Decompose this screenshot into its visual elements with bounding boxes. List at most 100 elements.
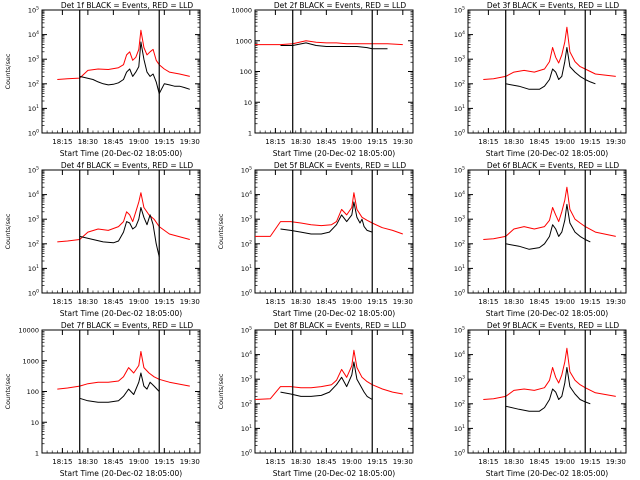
chart-5-ytick-label-5: 105 (241, 166, 252, 175)
chart-3-ytick-label-2: 102 (454, 79, 465, 88)
chart-1-xtick-label-0: 18:15 (52, 138, 72, 146)
chart-1-ytick-label-3: 103 (28, 55, 39, 64)
chart-5-ytick-label-1: 101 (241, 264, 252, 273)
chart-1-ytick-label-0: 100 (28, 129, 39, 138)
chart-3-xtick-label-4: 19:15 (580, 138, 600, 146)
chart-panel-3: Det 3f BLACK = Events, RED = LLD Start Ti… (426, 0, 639, 160)
chart-9-xtick-label-0: 18:15 (478, 458, 498, 466)
chart-2-ytick-label-4: 10000 (231, 7, 252, 15)
chart-4-xtick-label-4: 19:15 (154, 298, 174, 306)
chart-5-ytick-label-4: 104 (241, 190, 252, 199)
chart-8-ytick-label-2: 102 (241, 399, 252, 408)
chart-4-xtick-label-1: 18:30 (78, 298, 98, 306)
chart-2-plot-frame (254, 9, 414, 134)
chart-2-xtick-label-3: 19:00 (342, 138, 362, 146)
chart-svg-7: Det 7f BLACK = Events, RED = LLD Counts/s… (4, 321, 201, 478)
chart-svg-2: Det 2f BLACK = Events, RED = LLD Start Ti… (231, 1, 414, 158)
chart-7-xtick-label-2: 18:45 (103, 458, 123, 466)
chart-2-xlabel: Start Time (20-Dec-02 18:05:00) (273, 149, 395, 158)
chart-7-xlabel: Start Time (20-Dec-02 18:05:00) (60, 469, 182, 478)
chart-8-ytick-label-0: 100 (241, 449, 252, 458)
chart-5-xtick-label-3: 19:00 (342, 298, 362, 306)
chart-8-xtick-label-1: 18:30 (291, 458, 311, 466)
chart-4-xtick-label-3: 19:00 (129, 298, 149, 306)
chart-3-title: Det 3f BLACK = Events, RED = LLD (487, 1, 620, 10)
chart-panel-6: Det 6f BLACK = Events, RED = LLD Start Ti… (426, 160, 639, 320)
chart-5-plot-frame (254, 169, 414, 294)
chart-4-ytick-label-3: 103 (28, 215, 39, 224)
chart-2-xtick-label-1: 18:30 (291, 138, 311, 146)
chart-8-xtick-label-0: 18:15 (265, 458, 285, 466)
chart-svg-3: Det 3f BLACK = Events, RED = LLD Start Ti… (454, 1, 627, 158)
chart-4-ylabel: Counts/sec (4, 213, 12, 249)
chart-5-xlabel: Start Time (20-Dec-02 18:05:00) (273, 309, 395, 318)
chart-5-xtick-label-4: 19:15 (367, 298, 387, 306)
chart-3-ytick-label-4: 104 (454, 30, 465, 39)
chart-8-series-events (280, 361, 373, 400)
chart-9-ytick-label-3: 103 (454, 375, 465, 384)
chart-3-xtick-label-5: 19:30 (606, 138, 626, 146)
chart-5-xtick-label-0: 18:15 (265, 298, 285, 306)
chart-6-plot-frame (467, 169, 627, 294)
chart-4-ytick-label-2: 102 (28, 239, 39, 248)
chart-6-xtick-label-3: 19:00 (555, 298, 575, 306)
chart-9-ytick-label-5: 105 (454, 326, 465, 335)
chart-5-series-events (280, 201, 373, 235)
chart-9-ytick-label-0: 100 (454, 449, 465, 458)
chart-6-ytick-label-1: 101 (454, 264, 465, 273)
chart-7-title: Det 7f BLACK = Events, RED = LLD (61, 321, 194, 330)
chart-7-ytick-label-1: 10 (31, 419, 39, 427)
chart-1-ytick-label-4: 104 (28, 30, 39, 39)
chart-svg-4: Det 4f BLACK = Events, RED = LLD Counts/s… (4, 161, 201, 318)
chart-3-xtick-label-2: 18:45 (529, 138, 549, 146)
chart-5-ytick-label-3: 103 (241, 215, 252, 224)
chart-2-series-events (280, 42, 388, 50)
chart-7-plot-frame (41, 329, 201, 454)
chart-9-xtick-label-2: 18:45 (529, 458, 549, 466)
chart-6-series-lld (483, 186, 616, 240)
chart-7-xtick-label-4: 19:15 (154, 458, 174, 466)
chart-4-ytick-label-1: 101 (28, 264, 39, 273)
chart-4-title: Det 4f BLACK = Events, RED = LLD (61, 161, 194, 170)
chart-panel-5: Det 5f BLACK = Events, RED = LLD Counts/s… (213, 160, 426, 320)
chart-1-ylabel: Counts/sec (4, 53, 12, 89)
chart-4-ytick-label-0: 100 (28, 289, 39, 298)
chart-8-plot-frame (254, 329, 414, 454)
chart-9-series-events (505, 367, 591, 412)
chart-2-xtick-label-4: 19:15 (367, 138, 387, 146)
chart-5-title: Det 5f BLACK = Events, RED = LLD (274, 161, 407, 170)
chart-1-xtick-label-3: 19:00 (129, 138, 149, 146)
chart-6-ytick-label-5: 105 (454, 166, 465, 175)
chart-1-ytick-label-2: 102 (28, 79, 39, 88)
chart-panel-9: Det 9f BLACK = Events, RED = LLD Start Ti… (426, 320, 639, 480)
chart-6-xtick-label-4: 19:15 (580, 298, 600, 306)
chart-6-xtick-label-1: 18:30 (504, 298, 524, 306)
chart-1-xtick-label-2: 18:45 (103, 138, 123, 146)
chart-6-xtick-label-2: 18:45 (529, 298, 549, 306)
chart-2-ytick-label-0: 1 (248, 130, 252, 138)
chart-6-xtick-label-0: 18:15 (478, 298, 498, 306)
chart-2-ytick-label-2: 100 (240, 68, 252, 76)
chart-9-title: Det 9f BLACK = Events, RED = LLD (487, 321, 620, 330)
chart-5-ytick-label-2: 102 (241, 239, 252, 248)
chart-1-series-events (79, 41, 190, 95)
chart-2-ytick-label-1: 10 (244, 99, 252, 107)
chart-3-xtick-label-1: 18:30 (504, 138, 524, 146)
chart-3-plot-frame (467, 9, 627, 134)
chart-7-xtick-label-0: 18:15 (52, 458, 72, 466)
chart-7-xtick-label-1: 18:30 (78, 458, 98, 466)
chart-6-xtick-label-5: 19:30 (606, 298, 626, 306)
chart-8-xtick-label-2: 18:45 (316, 458, 336, 466)
chart-3-ytick-label-5: 105 (454, 6, 465, 15)
chart-3-series-events (505, 47, 596, 90)
chart-4-plot-frame (41, 169, 201, 294)
chart-2-title: Det 2f BLACK = Events, RED = LLD (274, 1, 407, 10)
chart-7-xtick-label-5: 19:30 (180, 458, 200, 466)
chart-8-ytick-label-4: 104 (241, 350, 252, 359)
chart-9-ytick-label-4: 104 (454, 350, 465, 359)
chart-4-xtick-label-0: 18:15 (52, 298, 72, 306)
chart-7-ytick-label-2: 100 (27, 388, 39, 396)
chart-8-xtick-label-3: 19:00 (342, 458, 362, 466)
chart-6-ytick-label-3: 103 (454, 215, 465, 224)
chart-8-title: Det 8f BLACK = Events, RED = LLD (274, 321, 407, 330)
